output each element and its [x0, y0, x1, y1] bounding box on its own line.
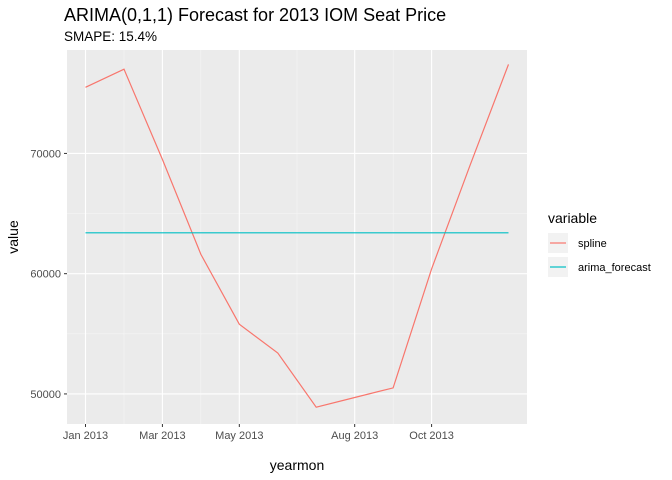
legend: variable spline arima_forecast [548, 210, 651, 277]
x-tick-label: Jan 2013 [63, 430, 108, 442]
series-layer [85, 64, 510, 408]
chart-subtitle: SMAPE: 15.4% [64, 29, 158, 44]
x-axis: Jan 2013 Mar 2013 May 2013 Aug 2013 Oct 2013 [63, 424, 454, 442]
grid [67, 50, 527, 424]
y-axis-title: value [5, 220, 21, 254]
x-tick-label: Mar 2013 [139, 430, 185, 442]
series-line-spline [85, 64, 510, 408]
x-tick-label: May 2013 [215, 430, 263, 442]
y-tick-label: 60000 [30, 269, 61, 281]
chart-title: ARIMA(0,1,1) Forecast for 2013 IOM Seat … [64, 5, 447, 25]
legend-title: variable [548, 210, 597, 226]
legend-item-label: spline [578, 238, 607, 250]
x-tick-label: Aug 2013 [331, 430, 378, 442]
x-axis-title: yearmon [270, 457, 324, 473]
y-axis: 50000 60000 70000 [30, 148, 67, 401]
legend-item-label: arima_forecast [578, 262, 651, 274]
y-tick-label: 50000 [30, 389, 61, 401]
y-tick-label: 70000 [30, 148, 61, 160]
x-tick-label: Oct 2013 [409, 430, 454, 442]
